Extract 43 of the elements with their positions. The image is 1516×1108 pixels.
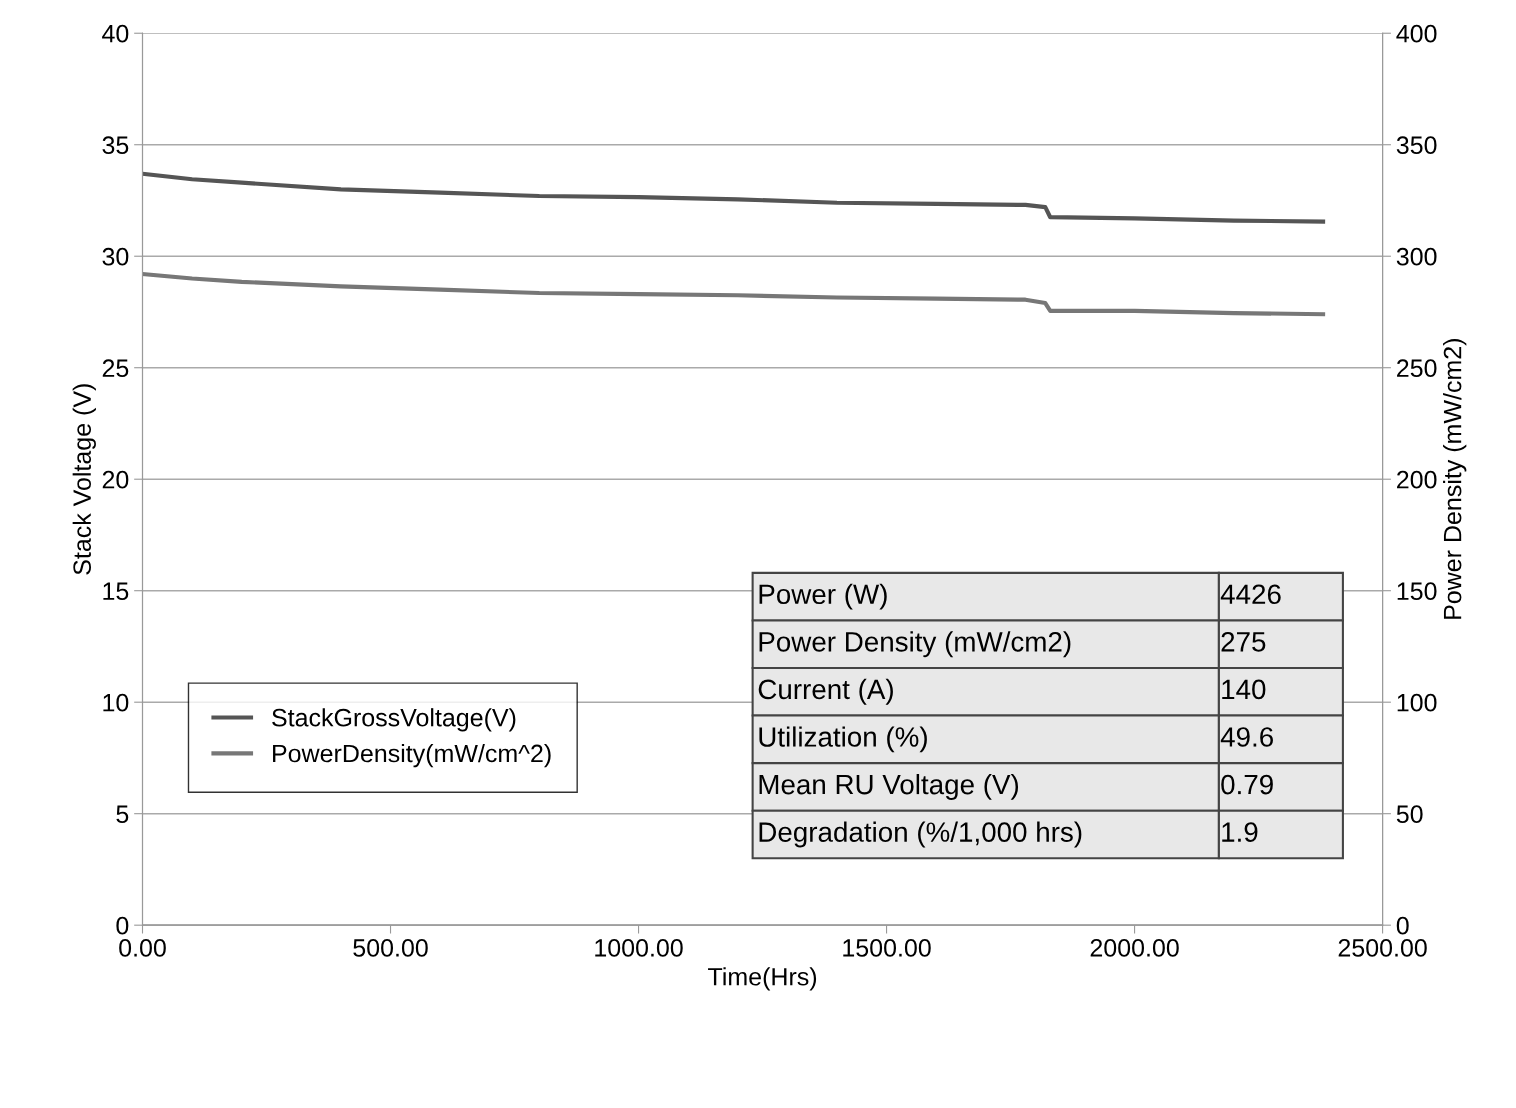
annotation: 0.79 (1221, 774, 1273, 795)
annotation: Degradation (%/1,000 hrs) (759, 821, 1082, 848)
x-tick-label: 1000.00 (595, 939, 683, 957)
y-tick-label: 15 (103, 582, 129, 601)
y2-tick-label: 0 (1396, 916, 1409, 935)
annotation: Power Density (mW/cm2) (759, 631, 1071, 658)
annotation: 140 (1222, 679, 1266, 700)
y2-tick-label: 200 (1397, 470, 1437, 489)
y2-tick-label: 250 (1397, 359, 1437, 378)
x-axis-title: Time(Hrs) (708, 967, 817, 991)
legend-label: StackGrossVoltage(V) (272, 708, 516, 732)
y2-tick-label: 350 (1396, 136, 1437, 155)
y2-tick-label: 300 (1396, 247, 1437, 266)
y2-tick-label: 50 (1396, 805, 1423, 823)
x-tick-label: 500.00 (353, 939, 428, 957)
y2-tick-label: 150 (1397, 582, 1437, 601)
legend-label: PowerDensity(mW/cm^2) (273, 743, 551, 768)
x-tick-label: 2500.00 (1338, 939, 1427, 957)
y-tick-label: 10 (103, 693, 129, 712)
annotation: 275 (1221, 632, 1266, 652)
annotation: Power (W) (759, 583, 887, 610)
line-series (142, 171, 1326, 224)
annotation: Utilization (%) (759, 726, 927, 753)
y-axis-title: Stack Voltage (V) (72, 384, 96, 575)
annotation: Current (A) (758, 678, 893, 705)
y-tick-label: 40 (102, 24, 129, 43)
y-tick-label: 0 (116, 916, 129, 935)
annotation: 4426 (1220, 584, 1281, 605)
y-tick-label: 20 (102, 470, 129, 489)
y-tick-label: 30 (102, 247, 129, 266)
x-tick-label: 2000.00 (1090, 939, 1179, 957)
y2-tick-label: 100 (1397, 693, 1437, 712)
annotation: 49.6 (1220, 727, 1273, 747)
x-tick-label: 0.00 (119, 939, 166, 957)
y-tick-label: 5 (116, 805, 129, 823)
y-tick-label: 35 (102, 136, 129, 155)
y-tick-label: 25 (102, 359, 129, 378)
line-series (142, 271, 1326, 317)
annotation: 1.9 (1222, 822, 1258, 842)
annotation: Mean RU Voltage (V) (759, 773, 1019, 800)
y2-axis-title: Power Density (mW/cm2) (1443, 339, 1467, 619)
y2-tick-label: 400 (1396, 24, 1437, 43)
x-tick-label: 1500.00 (843, 939, 931, 957)
